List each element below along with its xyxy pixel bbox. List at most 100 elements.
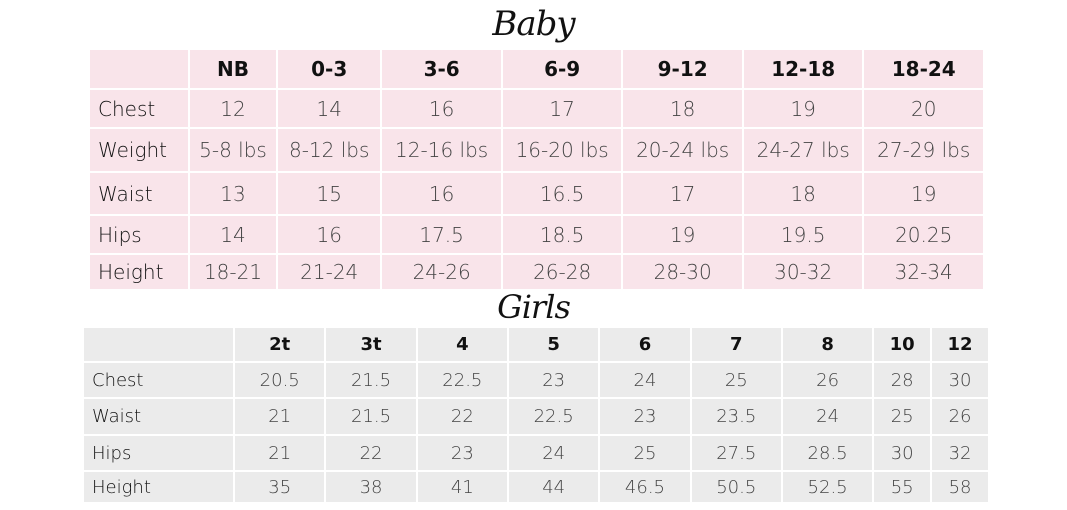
row-label: Hips — [84, 436, 234, 470]
size-header-cell: 8 — [782, 328, 873, 361]
measurement-cell: 18 — [743, 173, 863, 214]
row-label: Chest — [90, 90, 188, 127]
baby-section-title: Baby — [492, 4, 575, 44]
table-row-waist: Waist 21 21.5 22 22.5 23 23.5 24 25 26 — [84, 399, 988, 434]
measurement-cell: 16 — [382, 90, 501, 127]
baby-size-table: NB 0-3 3-6 6-9 9-12 12-18 18-24 Chest 12 14 16 17 18… — [88, 48, 985, 291]
table-row-chest: Chest 20.5 21.5 22.5 23 24 25 26 28 30 — [84, 363, 988, 397]
measurement-cell: 26 — [932, 399, 988, 434]
measurement-cell: 23 — [509, 363, 599, 397]
measurement-cell: 23.5 — [691, 399, 781, 434]
measurement-cell: 27-29 lbs — [864, 129, 983, 171]
measurement-cell: 17 — [623, 173, 742, 214]
measurement-cell: 24 — [782, 399, 873, 434]
measurement-cell: 17.5 — [382, 216, 501, 253]
table-row-waist: Waist 13 15 16 16.5 17 18 19 — [90, 173, 983, 214]
size-header-cell: 3t — [326, 328, 416, 361]
measurement-cell: 16 — [382, 173, 501, 214]
measurement-cell: 16 — [278, 216, 381, 253]
measurement-cell: 24 — [600, 363, 690, 397]
size-header-cell: 5 — [509, 328, 599, 361]
size-header-cell: 4 — [417, 328, 507, 361]
girls-section-title: Girls — [497, 288, 571, 326]
measurement-cell: 22.5 — [509, 399, 599, 434]
measurement-cell: 52.5 — [782, 472, 873, 502]
measurement-cell: 19 — [623, 216, 742, 253]
measurement-cell: 20-24 lbs — [623, 129, 742, 171]
measurement-cell: 18 — [623, 90, 742, 127]
measurement-cell: 46.5 — [600, 472, 690, 502]
measurement-cell: 25 — [874, 399, 931, 434]
measurement-cell: 32 — [932, 436, 988, 470]
measurement-cell: 19 — [743, 90, 863, 127]
measurement-cell: 12 — [189, 90, 277, 127]
measurement-cell: 41 — [417, 472, 507, 502]
measurement-cell: 21-24 — [278, 255, 381, 289]
measurement-cell: 21 — [235, 436, 325, 470]
measurement-cell: 24 — [509, 436, 599, 470]
size-header-cell: 9-12 — [623, 50, 742, 88]
row-label: Height — [84, 472, 234, 502]
measurement-cell: 22 — [417, 399, 507, 434]
measurement-cell: 28-30 — [623, 255, 742, 289]
measurement-cell: 30 — [932, 363, 988, 397]
measurement-cell: 35 — [235, 472, 325, 502]
measurement-cell: 24-26 — [382, 255, 501, 289]
corner-cell — [90, 50, 188, 88]
table-row-height: Height 18-21 21-24 24-26 26-28 28-30 30-32 32-3… — [90, 255, 983, 289]
measurement-cell: 20.25 — [864, 216, 983, 253]
measurement-cell: 25 — [600, 436, 690, 470]
measurement-cell: 18.5 — [502, 216, 622, 253]
measurement-cell: 19.5 — [743, 216, 863, 253]
measurement-cell: 15 — [278, 173, 381, 214]
measurement-cell: 55 — [874, 472, 931, 502]
measurement-cell: 23 — [417, 436, 507, 470]
measurement-cell: 44 — [509, 472, 599, 502]
measurement-cell: 8-12 lbs — [278, 129, 381, 171]
size-header-cell: 10 — [874, 328, 931, 361]
row-label: Weight — [90, 129, 188, 171]
girls-size-table: 2t 3t 4 5 6 7 8 10 12 Chest 20.5 21.5 22.5 23 24 25 26 28… — [82, 326, 990, 504]
measurement-cell: 38 — [326, 472, 416, 502]
measurement-cell: 16.5 — [502, 173, 622, 214]
measurement-cell: 21.5 — [326, 399, 416, 434]
measurement-cell: 26-28 — [502, 255, 622, 289]
size-header-cell: 6 — [600, 328, 690, 361]
measurement-cell: 27.5 — [691, 436, 781, 470]
measurement-cell: 18-21 — [189, 255, 277, 289]
measurement-cell: 22.5 — [417, 363, 507, 397]
measurement-cell: 32-34 — [864, 255, 983, 289]
measurement-cell: 58 — [932, 472, 988, 502]
measurement-cell: 19 — [864, 173, 983, 214]
measurement-cell: 13 — [189, 173, 277, 214]
measurement-cell: 5-8 lbs — [189, 129, 277, 171]
measurement-cell: 16-20 lbs — [502, 129, 622, 171]
size-header-cell: 12-18 — [743, 50, 863, 88]
measurement-cell: 50.5 — [691, 472, 781, 502]
measurement-cell: 30-32 — [743, 255, 863, 289]
measurement-cell: 17 — [502, 90, 622, 127]
measurement-cell: 26 — [782, 363, 873, 397]
row-label: Hips — [90, 216, 188, 253]
measurement-cell: 14 — [278, 90, 381, 127]
measurement-cell: 12-16 lbs — [382, 129, 501, 171]
measurement-cell: 28.5 — [782, 436, 873, 470]
size-header-cell: 6-9 — [502, 50, 622, 88]
row-label: Waist — [90, 173, 188, 214]
measurement-cell: 21 — [235, 399, 325, 434]
measurement-cell: 20.5 — [235, 363, 325, 397]
row-label: Chest — [84, 363, 234, 397]
size-header-cell: 0-3 — [278, 50, 381, 88]
size-header-cell: 2t — [235, 328, 325, 361]
table-row-hips: Hips 14 16 17.5 18.5 19 19.5 20.25 — [90, 216, 983, 253]
table-row-chest: Chest 12 14 16 17 18 19 20 — [90, 90, 983, 127]
measurement-cell: 21.5 — [326, 363, 416, 397]
size-header-cell: 18-24 — [864, 50, 983, 88]
measurement-cell: 28 — [874, 363, 931, 397]
corner-cell — [84, 328, 234, 361]
row-label: Height — [90, 255, 188, 289]
measurement-cell: 24-27 lbs — [743, 129, 863, 171]
measurement-cell: 23 — [600, 399, 690, 434]
measurement-cell: 22 — [326, 436, 416, 470]
size-header-cell: 7 — [691, 328, 781, 361]
